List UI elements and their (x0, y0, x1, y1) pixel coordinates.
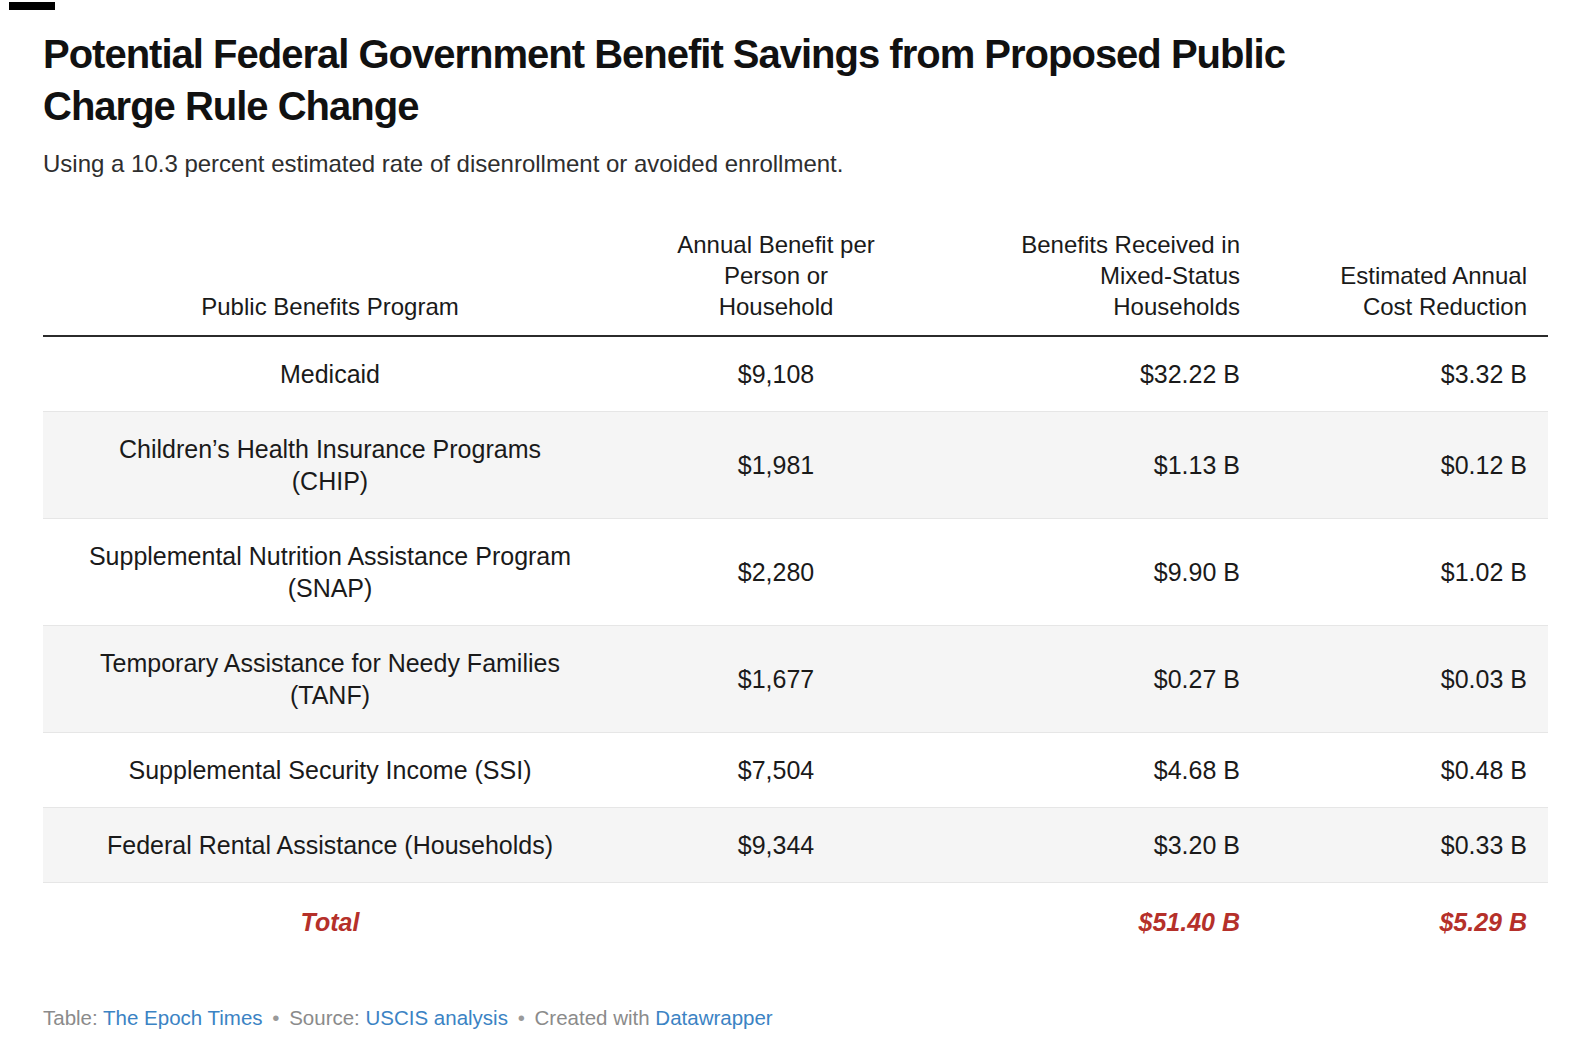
bullet-separator: • (518, 1006, 525, 1029)
table-credit-label: Table: (43, 1006, 98, 1029)
annual-benefit-cell: $2,280 (617, 519, 935, 626)
program-cell: Children’s Health Insurance Programs (CH… (43, 412, 617, 519)
program-cell: Supplemental Nutrition Assistance Progra… (43, 519, 617, 626)
page-title: Potential Federal Government Benefit Sav… (43, 28, 1548, 132)
total-label: Total (43, 883, 617, 962)
program-cell: Temporary Assistance for Needy Families … (43, 626, 617, 733)
table-row-rental-assistance: Federal Rental Assistance (Households) $… (43, 808, 1548, 883)
cost-reduction-cell: $0.33 B (1255, 808, 1548, 883)
datawrapper-link[interactable]: Datawrapper (655, 1006, 772, 1029)
total-annual-benefit-empty (617, 883, 935, 962)
source-label: Source: (289, 1006, 360, 1029)
total-cost-reduction: $5.29 B (1255, 883, 1548, 962)
cost-reduction-cell: $3.32 B (1255, 336, 1548, 412)
benefits-received-cell: $3.20 B (935, 808, 1255, 883)
page-subtitle: Using a 10.3 percent estimated rate of d… (43, 149, 1548, 179)
annual-benefit-cell: $1,677 (617, 626, 935, 733)
epoch-times-link[interactable]: The Epoch Times (103, 1006, 263, 1029)
bullet-separator: • (272, 1006, 279, 1029)
annual-benefit-cell: $9,108 (617, 336, 935, 412)
program-cell: Medicaid (43, 336, 617, 412)
program-cell: Supplemental Security Income (SSI) (43, 733, 617, 808)
program-cell: Federal Rental Assistance (Households) (43, 808, 617, 883)
table-row-ssi: Supplemental Security Income (SSI) $7,50… (43, 733, 1548, 808)
cost-reduction-cell: $1.02 B (1255, 519, 1548, 626)
table-row-tanf: Temporary Assistance for Needy Families … (43, 626, 1548, 733)
benefits-received-cell: $4.68 B (935, 733, 1255, 808)
chart-container: Potential Federal Government Benefit Sav… (0, 0, 1590, 1031)
cost-reduction-cell: $0.03 B (1255, 626, 1548, 733)
column-header-cost-reduction: Estimated Annual Cost Reduction (1255, 229, 1548, 336)
column-header-benefits-received: Benefits Received in Mixed-Status Househ… (935, 229, 1255, 336)
cost-reduction-cell: $0.12 B (1255, 412, 1548, 519)
column-header-annual-benefit: Annual Benefit per Person or Household (617, 229, 935, 336)
cost-reduction-cell: $0.48 B (1255, 733, 1548, 808)
benefits-received-cell: $1.13 B (935, 412, 1255, 519)
table-row-medicaid: Medicaid $9,108 $32.22 B $3.32 B (43, 336, 1548, 412)
top-left-mark (9, 2, 55, 10)
benefits-table: Public Benefits Program Annual Benefit p… (43, 229, 1548, 961)
column-header-program: Public Benefits Program (43, 229, 617, 336)
total-benefits-received: $51.40 B (935, 883, 1255, 962)
benefits-received-cell: $9.90 B (935, 519, 1255, 626)
benefits-received-cell: $0.27 B (935, 626, 1255, 733)
attribution: Table: The Epoch Times • Source: USCIS a… (43, 1005, 1548, 1031)
header-row: Public Benefits Program Annual Benefit p… (43, 229, 1548, 336)
uscis-analysis-link[interactable]: USCIS analysis (366, 1006, 508, 1029)
annual-benefit-cell: $7,504 (617, 733, 935, 808)
table-row-chip: Children’s Health Insurance Programs (CH… (43, 412, 1548, 519)
created-with-label: Created with (535, 1006, 650, 1029)
table-row-total: Total $51.40 B $5.29 B (43, 883, 1548, 962)
annual-benefit-cell: $1,981 (617, 412, 935, 519)
benefits-received-cell: $32.22 B (935, 336, 1255, 412)
table-row-snap: Supplemental Nutrition Assistance Progra… (43, 519, 1548, 626)
annual-benefit-cell: $9,344 (617, 808, 935, 883)
